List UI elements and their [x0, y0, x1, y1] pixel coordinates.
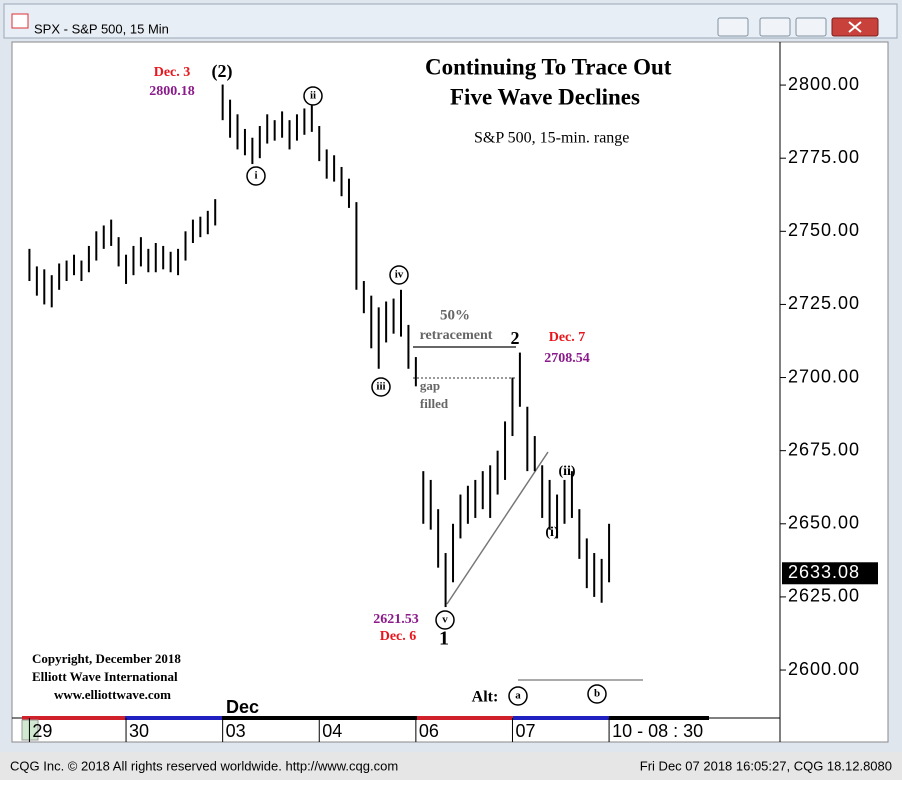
annotation: b [594, 688, 600, 700]
annotation: 2 [511, 328, 520, 348]
y-tick-label: 2800.00 [788, 74, 860, 94]
y-tick-label: 2625.00 [788, 586, 860, 606]
link-button[interactable] [717, 17, 749, 37]
window-title: SPX - S&P 500, 15 Min [34, 21, 169, 36]
month-label: Dec [226, 697, 259, 717]
annotation: Dec. 3 [154, 65, 191, 80]
annotation: ii [310, 90, 316, 102]
y-tick-label: 2775.00 [788, 147, 860, 167]
copyright: Copyright, December 2018 [32, 651, 181, 666]
annotation: iii [376, 381, 385, 393]
y-tick-label: 2650.00 [788, 513, 860, 533]
annotation: (2) [212, 61, 233, 82]
maximize-button[interactable] [795, 17, 827, 37]
annotation: (i) [545, 525, 559, 540]
annotation: 2800.18 [149, 84, 195, 99]
y-tick-label: 2750.00 [788, 220, 860, 240]
annotation: filled [420, 396, 449, 411]
chart-title: Continuing To Trace Out [425, 54, 672, 79]
y-tick-label: 2700.00 [788, 366, 860, 386]
wave-circle [246, 166, 266, 186]
chart-subtitle: S&P 500, 15-min. range [474, 130, 629, 147]
strip-segment [417, 716, 513, 720]
last-price-label: 2633.08 [788, 562, 860, 582]
app-icon [11, 13, 29, 29]
annotation: v [442, 614, 448, 626]
copyright: www.elliottwave.com [54, 687, 171, 702]
annotation: Dec. 6 [380, 629, 417, 644]
x-tick-label: 10 - 08 : 30 [612, 721, 703, 741]
annotation: 2708.54 [544, 351, 590, 366]
wave-circle [508, 686, 528, 706]
copyright: Elliott Wave International [32, 669, 178, 684]
x-tick-label: 06 [419, 721, 439, 741]
strip-segment [609, 716, 709, 720]
footer-left: CQG Inc. © 2018 All rights reserved worl… [10, 758, 398, 773]
strip-segment [125, 716, 222, 720]
trend-line [446, 451, 549, 605]
y-tick-label: 2600.00 [788, 659, 860, 679]
wave-circle [371, 377, 391, 397]
x-tick-label: 04 [322, 721, 342, 741]
scroll-box[interactable] [21, 719, 39, 741]
annotation: Alt: [472, 689, 499, 706]
strip-segment [513, 716, 609, 720]
y-tick-label: 2675.00 [788, 439, 860, 459]
annotation: Dec. 7 [549, 330, 586, 345]
close-icon [848, 21, 862, 33]
x-tick-label: 29 [32, 721, 52, 741]
wave-circle [389, 265, 409, 285]
annotation: retracement [420, 328, 493, 343]
annotation: i [254, 170, 257, 182]
chart-title: Five Wave Declines [450, 84, 640, 109]
y-tick-label: 2725.00 [788, 293, 860, 313]
annotation: 1 [439, 628, 449, 650]
x-tick-label: 07 [515, 721, 535, 741]
annotation: iv [395, 269, 404, 281]
x-tick-label: 03 [226, 721, 246, 741]
annotation: a [515, 690, 521, 702]
wave-circle [587, 684, 607, 704]
annotation: 50% [440, 307, 470, 323]
annotation: (ii) [558, 464, 575, 479]
chart-area [11, 41, 889, 743]
status-bar [0, 752, 902, 780]
x-tick-label: 30 [129, 721, 149, 741]
minimize-button[interactable] [759, 17, 791, 37]
last-price-box [782, 562, 878, 585]
annotation: 2621.53 [373, 612, 419, 627]
annotation: gap [420, 378, 440, 393]
wave-circle [303, 86, 323, 106]
wave-circle [435, 610, 455, 630]
strip-segment [22, 716, 125, 720]
footer-right: Fri Dec 07 2018 16:05:27, CQG 18.12.8080 [640, 758, 892, 773]
